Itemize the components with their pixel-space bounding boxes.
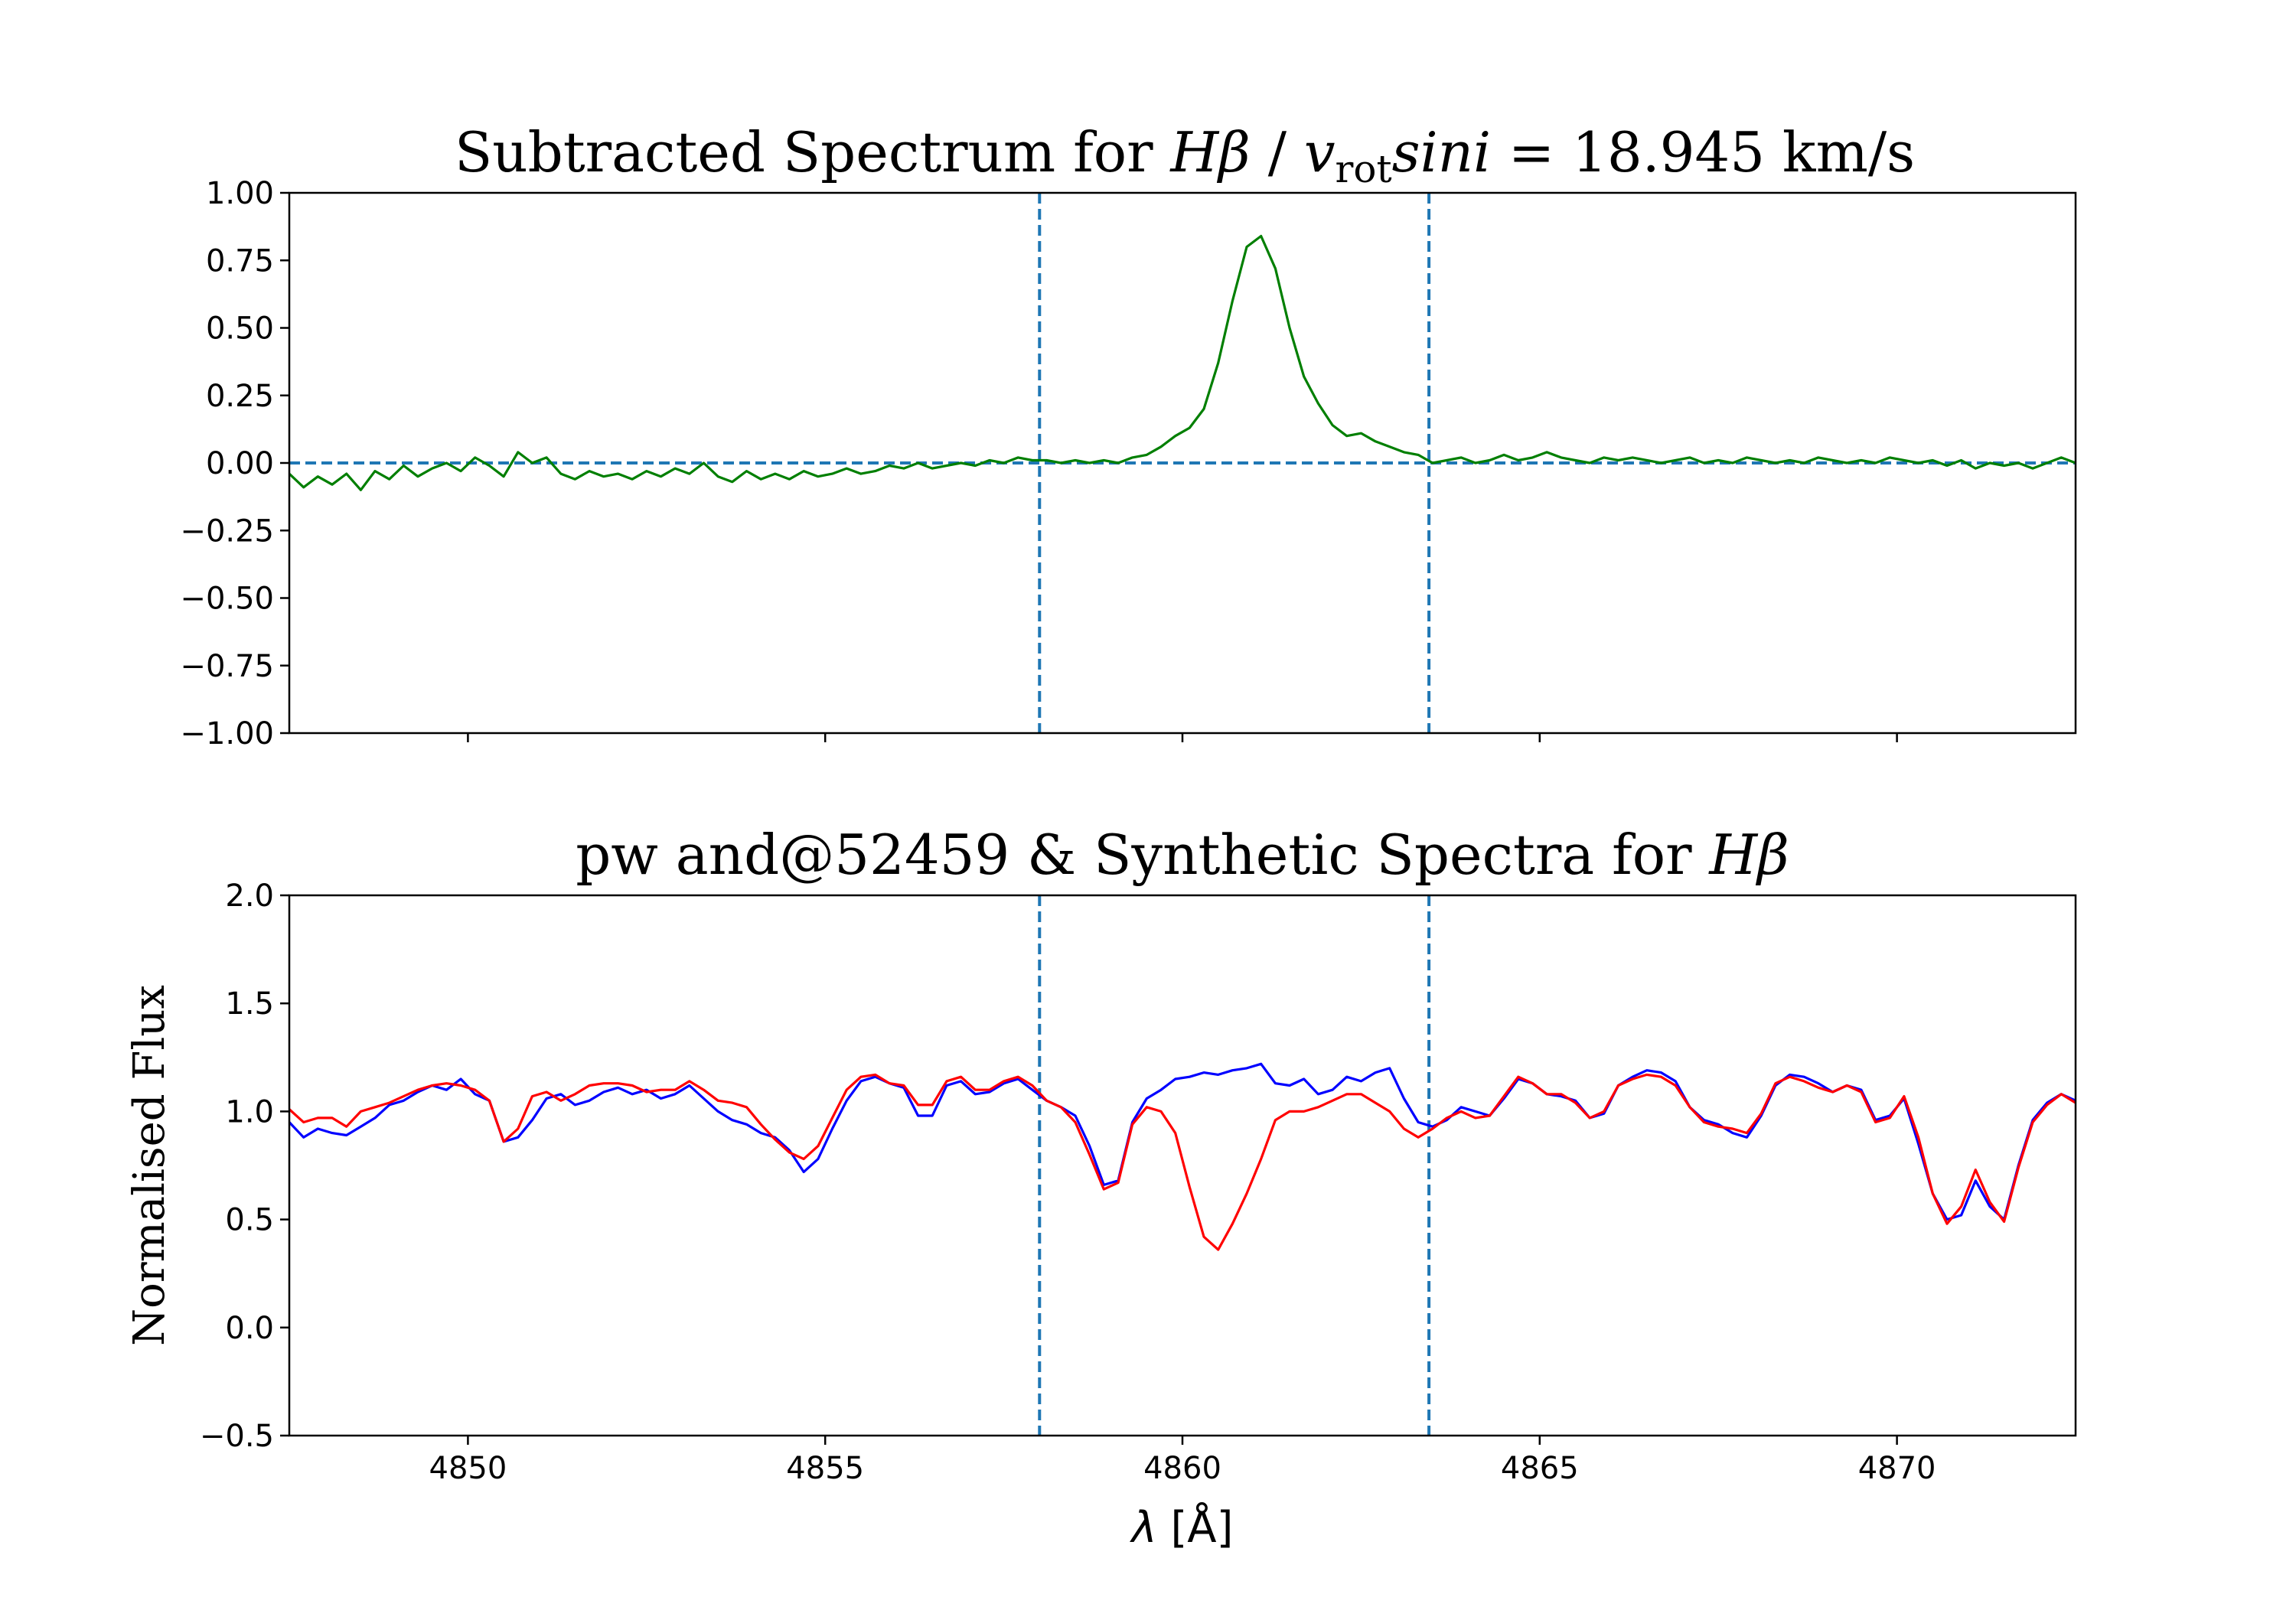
top-ytick-label: 1.00 [206,176,274,211]
bottom-xtick-label: 4850 [429,1451,507,1486]
bottom-plot-area [289,895,2076,1436]
top-ytick-label: 0.75 [206,243,274,279]
top-boundary-lines [1038,193,1431,733]
bottom-xtick-label: 4855 [786,1451,864,1486]
top-axes-frame [288,191,2077,735]
bottom-series-group [289,1062,2076,1251]
bottom-xtick-label: 4865 [1501,1451,1579,1486]
bottom-panel-title: pw and@52459 & Synthetic Spectra for Hβ [576,823,1789,887]
top-series-group [289,234,2076,491]
top-panel-title: Subtracted Spectrum for Hβ / vrotsini = … [455,120,1915,191]
top-ytick-label: 0.50 [206,311,274,347]
top-panel: Subtracted Spectrum for Hβ / vrotsini = … [180,120,2077,751]
bottom-ytick-label: 0.5 [225,1203,274,1238]
bottom-boundary-lines [1038,895,1431,1436]
top-ytick-label: 0.00 [206,446,274,481]
y-axis-label: Normalised Flux [125,985,174,1346]
top-ytick-label: −1.00 [180,716,274,751]
top-ytick-label: −0.50 [180,582,274,617]
bottom-ytick-label: 1.5 [225,986,274,1022]
bottom-ytick-label: 2.0 [225,878,274,914]
top-plot-area [289,193,2076,733]
bottom-panel: pw and@52459 & Synthetic Spectra for Hβ … [125,823,2077,1553]
bottom-series-synthetic [289,1073,2076,1251]
top-ytick-label: −0.75 [180,649,274,684]
x-axis-label: λ [Å] [1130,1502,1234,1553]
bottom-x-ticks: 4850 4855 4860 4865 4870 [429,1436,1936,1486]
bottom-xtick-label: 4860 [1143,1451,1221,1486]
bottom-xtick-label: 4870 [1858,1451,1936,1486]
bottom-ytick-label: 0.0 [225,1311,274,1346]
top-ytick-label: 0.25 [206,379,274,414]
top-ytick-label: −0.25 [180,513,274,549]
bottom-y-ticks: 2.0 1.5 1.0 0.5 0.0 −0.5 [200,878,289,1454]
top-series-subtracted [289,234,2076,491]
top-x-ticks [467,733,1898,742]
bottom-ytick-label: 1.0 [225,1094,274,1129]
bottom-axes-frame [288,894,2077,1437]
bottom-series-observed [289,1062,2076,1221]
top-y-ticks: 1.00 0.75 0.50 0.25 0.00 −0.25 −0.50 −0.75 −1.00 [180,176,289,751]
bottom-ytick-label: −0.5 [200,1419,274,1454]
